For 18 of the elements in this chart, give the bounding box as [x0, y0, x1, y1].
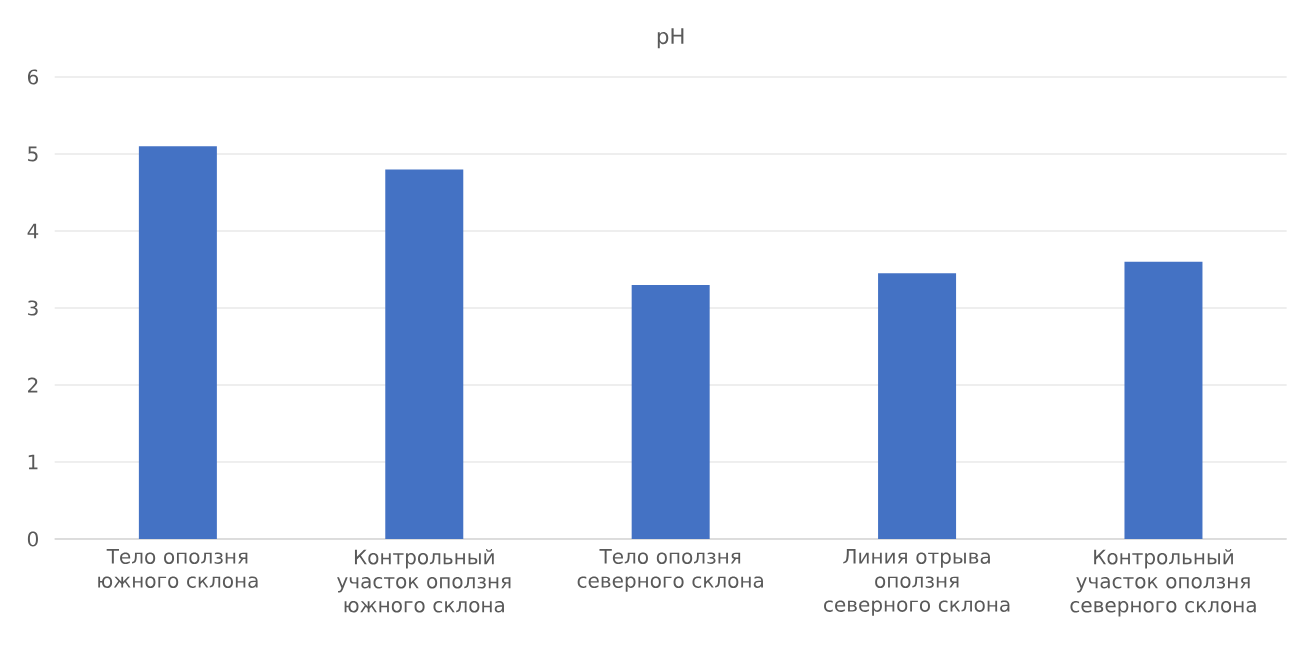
x-tick-label: Тело оползня южного склона [98, 549, 258, 588]
bar [385, 169, 464, 539]
x-tick-label: Линия отрыва оползня северного склона [824, 549, 1010, 616]
bar [138, 146, 217, 539]
x-tick-label: Контрольный участок оползня южного склона [337, 549, 511, 613]
y-tick-label: 6 [27, 69, 39, 85]
y-tick-label: 2 [28, 377, 38, 393]
bar [1124, 261, 1203, 539]
x-tick-label: Контрольный участок оползня северного склона [1070, 549, 1256, 617]
bar [878, 273, 957, 539]
y-tick-label: 5 [28, 146, 38, 162]
y-tick-label: 0 [27, 531, 38, 547]
x-tick-label: Тело оползня северного склона [577, 549, 763, 592]
y-tick-label: 4 [27, 223, 39, 239]
y-tick-label: 1 [28, 454, 38, 470]
bar [631, 284, 710, 539]
chart-title: pH [657, 28, 684, 49]
y-tick-label: 3 [28, 300, 38, 316]
